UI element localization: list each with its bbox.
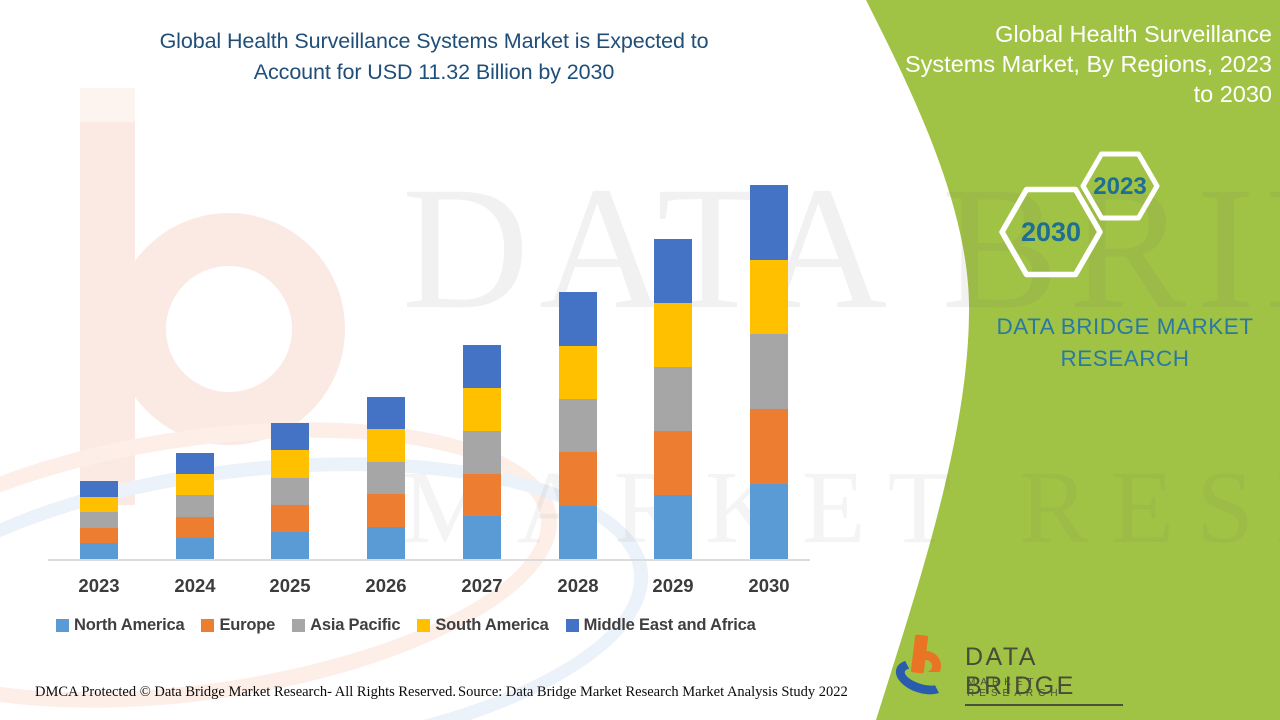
bar-segment-middle-east-and-africa [463, 345, 501, 389]
legend-label: North America [74, 616, 185, 634]
x-axis-label-2026: 2026 [365, 575, 407, 596]
bar-segment-europe [654, 431, 692, 496]
legend-item-south-america: South America [417, 616, 549, 635]
chart-main-title-line2: Account for USD 11.32 Billion by 2030 [253, 60, 615, 84]
side-panel-heading-line1: Global Health Surveillance [995, 21, 1272, 47]
bar-segment-north-america [80, 543, 118, 559]
legend-swatch-icon [565, 619, 579, 632]
legend-item-europe: Europe [201, 616, 275, 635]
legend-swatch-icon [201, 619, 215, 632]
chart-main-title-line1: Global Health Surveillance Systems Marke… [159, 29, 709, 53]
legend-swatch-icon [417, 619, 431, 632]
hexagon-years-graphic: 2030 2023 [999, 151, 1160, 278]
x-axis-label-2030: 2030 [748, 575, 790, 596]
databridge-b-icon [891, 634, 955, 701]
stacked-bar-2024 [176, 452, 214, 559]
x-axis-label-2028: 2028 [557, 575, 599, 596]
x-axis-label-2027: 2027 [461, 575, 503, 596]
bar-segment-asia-pacific [463, 430, 501, 474]
legend-item-north-america: North America [56, 616, 185, 635]
chart-legend: North America Europe Asia Pacific South Ame… [56, 616, 756, 635]
bar-segment-asia-pacific [176, 495, 214, 517]
bar-segment-north-america [176, 537, 214, 559]
bar-segment-north-america [463, 516, 501, 559]
bar-segment-south-america [654, 303, 692, 368]
bar-segment-south-america [80, 496, 118, 513]
bar-segment-asia-pacific [654, 367, 692, 432]
bar-segment-middle-east-and-africa [271, 423, 309, 451]
bar-segment-south-america [367, 429, 405, 462]
stacked-bar-2026 [367, 396, 405, 559]
legend-item-asia-pacific: Asia Pacific [292, 616, 401, 635]
bar-segment-north-america [654, 495, 692, 559]
bar-segment-middle-east-and-africa [750, 184, 788, 260]
x-axis-label-2025: 2025 [269, 575, 311, 596]
stacked-bar-2028 [559, 292, 597, 559]
stacked-bar-2029 [654, 239, 692, 559]
x-axis-label-2024: 2024 [174, 575, 216, 596]
hexagon-2023-label: 2023 [1093, 173, 1146, 200]
legend-label: South America [435, 616, 549, 634]
bar-segment-south-america [463, 388, 501, 431]
bar-segment-asia-pacific [367, 461, 405, 495]
bar-segment-europe [367, 494, 405, 527]
databridge-logo-subtitle: MARKET RESEARCH [967, 677, 1063, 699]
source-note: Source: Data Bridge Market Research Mark… [458, 684, 848, 700]
bar-segment-south-america [750, 259, 788, 335]
x-axis-label-2023: 2023 [78, 575, 120, 596]
bar-segment-north-america [750, 484, 788, 559]
bar-segment-middle-east-and-africa [176, 452, 214, 475]
bar-segment-asia-pacific [559, 399, 597, 453]
bar-segment-middle-east-and-africa [367, 396, 405, 430]
side-panel-heading: Global Health Surveillance Systems Marke… [880, 19, 1272, 109]
legend-label: Asia Pacific [310, 616, 401, 634]
side-panel-heading-line2: Systems Market, By Regions, 2023 [904, 51, 1272, 77]
chart-main-title: Global Health Surveillance Systems Marke… [49, 26, 819, 88]
databridge-logo: DATA BRIDGE MARKET RESEARCH [891, 633, 1123, 706]
databridge-logo-name: DATA BRIDGE [965, 643, 1123, 706]
legend-swatch-icon [292, 619, 306, 632]
bar-segment-europe [176, 516, 214, 538]
bar-segment-south-america [176, 474, 214, 496]
stacked-bar-2027 [463, 345, 501, 559]
bar-segment-north-america [559, 505, 597, 559]
hexagon-2023-icon [1080, 151, 1160, 221]
bar-segment-europe [271, 504, 309, 532]
bar-segment-europe [750, 409, 788, 485]
bar-segment-north-america [367, 526, 405, 559]
bar-segment-middle-east-and-africa [80, 481, 118, 497]
bar-segment-asia-pacific [80, 512, 118, 528]
stacked-bar-2023 [80, 481, 118, 559]
legend-label: Middle East and Africa [583, 616, 756, 634]
bar-segment-south-america [559, 345, 597, 399]
bar-segment-asia-pacific [750, 334, 788, 410]
stacked-bar-2030 [750, 184, 788, 559]
bar-segment-europe [463, 473, 501, 517]
databridge-b-swoosh [891, 653, 953, 701]
bar-segment-europe [559, 452, 597, 506]
legend-label: Europe [219, 616, 276, 634]
databridge-b-bowl [920, 651, 941, 672]
dmca-notice: DMCA Protected © Data Bridge Market Rese… [35, 684, 456, 700]
bar-segment-south-america [271, 450, 309, 478]
legend-item-middle-east-and-africa: Middle East and Africa [565, 616, 756, 635]
stacked-bar-2025 [271, 423, 309, 559]
x-axis-label-2029: 2029 [652, 575, 694, 596]
hexagon-2030-label: 2030 [1021, 217, 1081, 247]
hexagon-2030-icon [999, 186, 1103, 278]
side-panel-heading-line3: to 2030 [1193, 81, 1272, 107]
bar-segment-north-america [271, 531, 309, 559]
side-panel-brand-text: DATA BRIDGE MARKET RESEARCH [996, 314, 1254, 371]
bar-segment-europe [80, 527, 118, 544]
bar-segment-middle-east-and-africa [559, 292, 597, 346]
bar-segment-middle-east-and-africa [654, 239, 692, 304]
x-axis-line [48, 559, 810, 561]
bar-segment-asia-pacific [271, 477, 309, 505]
legend-swatch-icon [56, 619, 69, 632]
